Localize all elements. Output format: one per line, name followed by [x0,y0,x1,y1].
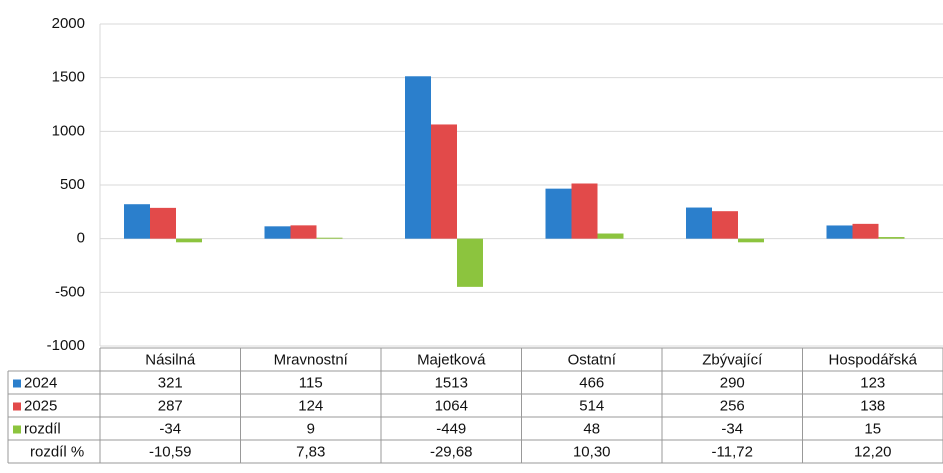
bar [826,225,853,239]
table-cell: 15 [864,420,881,437]
bar [878,237,905,239]
bar [264,226,291,239]
y-tick-label: -500 [55,283,85,300]
bar [316,237,343,239]
table-cell: 256 [720,397,745,414]
table-cell: 124 [298,397,323,414]
bar [290,225,317,239]
table-cell: 466 [579,374,604,391]
y-tick-label: -1000 [47,337,85,354]
y-tick-label: 2000 [52,15,85,32]
bar [686,207,712,239]
bar [150,207,176,239]
table-cell: 287 [158,397,183,414]
y-tick-label: 0 [77,230,85,247]
table-cell: 321 [158,374,183,391]
table-cell: -11,72 [712,443,753,460]
x-tick-label: Mravnostní [274,351,349,368]
x-tick-label: Ostatní [568,351,617,368]
legend-swatch [13,379,21,388]
bar [431,124,457,239]
bar [124,204,150,239]
bar [571,183,598,239]
table-cell: 123 [860,374,885,391]
bar [597,233,624,239]
table-cell: 10,30 [573,443,611,460]
legend-label: 2025 [24,397,57,414]
table-cell: -10,59 [149,443,192,460]
table-cell: -34 [721,420,743,437]
table-cell: 115 [299,374,323,391]
table-cell: 7,83 [296,443,325,460]
table-cell: 138 [860,397,885,414]
x-tick-label: Zbývající [702,351,763,368]
table-cell: 1513 [435,374,468,391]
legend-label: rozdíl [24,420,61,437]
table-cell: 1064 [435,397,468,414]
y-tick-label: 500 [60,176,85,193]
bar [176,238,202,243]
table-cell: 9 [307,420,315,437]
table-cell: 12,20 [854,443,892,460]
x-tick-label: Hospodářská [829,351,918,368]
bar [712,211,738,239]
legend-swatch [13,425,21,434]
x-tick-label: Majetková [417,351,486,368]
table-cell: -449 [436,420,466,437]
y-tick-label: 1000 [52,122,85,139]
bar [852,223,879,239]
bar [457,238,483,287]
legend-swatch [13,402,21,411]
table-cell: 48 [583,420,600,437]
table-cell: 290 [720,374,745,391]
table-cell: -29,68 [430,443,473,460]
bar [405,76,431,239]
table-cell: -34 [159,420,181,437]
legend-label: 2024 [24,374,57,391]
y-tick-label: 1500 [52,69,85,86]
table-row-label: rozdíl % [30,443,84,460]
table-cell: 514 [579,397,604,414]
bar [545,188,572,239]
bar [738,238,764,243]
x-tick-label: Násilná [145,351,196,368]
